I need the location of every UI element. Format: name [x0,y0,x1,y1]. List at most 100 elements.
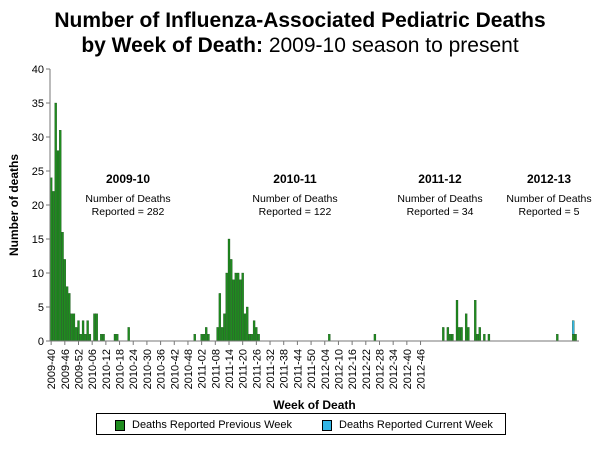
bar-current-week [572,320,575,335]
legend-swatch-current-week [322,419,332,431]
bar-previous-week [556,334,559,342]
bar-previous-week [68,293,71,342]
bar-previous-week [81,320,85,342]
chart-title-line1: Number of Influenza-Associated Pediatric… [54,9,546,32]
bar-previous-week [252,320,256,342]
bar-previous-week [95,313,98,342]
x-tick-label: 2010-42 [169,349,181,389]
x-tick-label: 2009-46 [60,349,72,389]
bar-previous-week [246,306,249,342]
x-tick-label: 2010-06 [87,349,99,389]
x-tick-label: 2012-16 [347,349,359,389]
bar-previous-week [227,238,231,342]
bar-previous-week [467,327,470,342]
x-tick-label: 2010-12 [101,349,113,389]
chart-title-rest: 2009-10 season to present [262,34,519,57]
bar-previous-week [476,334,479,342]
y-tick-label: 20 [32,200,44,212]
y-axis-title: Number of deaths [7,154,21,256]
bar-previous-week [216,327,219,342]
bar-previous-week [221,327,224,342]
bar-previous-week [52,191,55,342]
season-label: 2009-10 [106,172,150,186]
bar-previous-week [77,320,80,342]
x-tick-label: 2010-30 [142,349,154,389]
bar-previous-week [455,300,459,342]
bar-previous-week [230,259,233,342]
bar-previous-week [474,300,477,342]
legend-item-current-week: Deaths Reported Current Week [322,418,493,432]
x-tick-label: 2011-50 [306,349,318,389]
bar-previous-week [113,334,117,342]
y-tick-label: 5 [38,302,44,314]
legend-label-previous-week: Deaths Reported Previous Week [132,419,292,431]
bar-previous-week [458,327,461,342]
bar-previous-week [205,327,208,342]
bar-previous-week [84,334,87,342]
season-label: 2012-13 [527,172,571,186]
chart-title-bold: by Week of Death: [81,34,263,57]
bar-previous-week [442,327,445,342]
bar-previous-week [241,272,244,342]
bar-previous-week [223,313,226,342]
x-tick-label: 2010-48 [183,349,195,389]
x-tick-label: 2011-32 [265,349,277,389]
legend-swatch-previous-week [115,419,125,431]
y-tick-label: 35 [32,98,44,110]
bar-previous-week [257,334,260,342]
season-deaths-line1: Number of Deaths [252,193,337,205]
bar-previous-week [116,334,119,342]
x-tick-label: 2011-20 [238,349,250,389]
bar-previous-week [234,272,237,342]
bar-previous-week [102,334,105,342]
y-tick-label: 30 [32,132,44,144]
x-tick-label: 2012-40 [402,349,414,389]
x-tick-label: 2011-38 [279,349,291,389]
x-tick-label: 2012-46 [416,349,428,389]
y-tick-label: 25 [32,166,44,178]
bar-previous-week [207,334,210,342]
x-tick-label: 2010-24 [128,349,140,389]
bar-previous-week [218,293,222,342]
bar-previous-week [248,334,251,342]
bar-previous-week [373,334,377,342]
x-tick-label: 2010-18 [115,349,127,389]
y-tick-label: 40 [32,64,44,76]
x-tick-label: 2011-02 [197,349,209,389]
season-label: 2011-12 [418,172,462,186]
bar-previous-week [86,320,89,342]
x-tick-label: 2010-36 [156,349,168,389]
bar-previous-week [72,313,76,342]
bar-previous-week [328,334,331,342]
bar-previous-week [225,272,228,342]
bar-previous-week [88,334,92,342]
y-tick-label: 10 [32,268,44,280]
bar-previous-week [61,232,64,342]
x-tick-label: 2012-04 [320,349,332,389]
bar-previous-week [255,327,258,342]
season-deaths-line2: Reported = 34 [407,206,474,218]
bar-previous-week [236,272,240,342]
bar-previous-week [75,327,78,342]
bar-previous-week [572,334,575,342]
x-tick-label: 2009-52 [74,349,86,389]
bar-previous-week [574,334,577,342]
bar-previous-week [202,334,206,342]
x-axis-title: Week of Death [273,398,355,412]
y-tick-label: 15 [32,234,44,246]
bar-previous-week [250,334,253,342]
bar-previous-week [460,327,463,342]
x-tick-label: 2012-28 [374,349,386,389]
season-deaths-line2: Reported = 122 [259,206,332,218]
bar-previous-week [200,334,203,342]
bar-previous-week [65,286,69,342]
season-deaths-line1: Number of Deaths [397,193,482,205]
x-tick-label: 2009-40 [46,349,58,389]
bar-previous-week [70,313,73,342]
legend-label-current-week: Deaths Reported Current Week [339,419,493,431]
x-tick-label: 2012-34 [388,349,400,389]
bar-previous-week [487,334,491,342]
season-label: 2010-11 [273,172,317,186]
bar-previous-week [243,313,247,342]
